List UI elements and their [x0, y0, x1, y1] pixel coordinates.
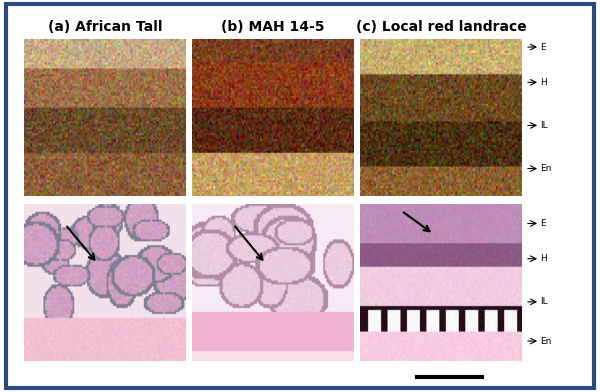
Text: (b) MAH 14-5: (b) MAH 14-5	[221, 20, 325, 34]
Text: E: E	[540, 219, 545, 228]
Text: En: En	[540, 164, 551, 173]
Text: H: H	[540, 254, 547, 263]
Text: IL: IL	[540, 121, 548, 130]
Text: (a) African Tall: (a) African Tall	[48, 20, 162, 34]
Text: IL: IL	[540, 298, 548, 306]
Text: En: En	[540, 337, 551, 345]
Text: H: H	[540, 78, 547, 87]
Text: E: E	[540, 43, 545, 51]
Text: (c) Local red landrace: (c) Local red landrace	[356, 20, 526, 34]
